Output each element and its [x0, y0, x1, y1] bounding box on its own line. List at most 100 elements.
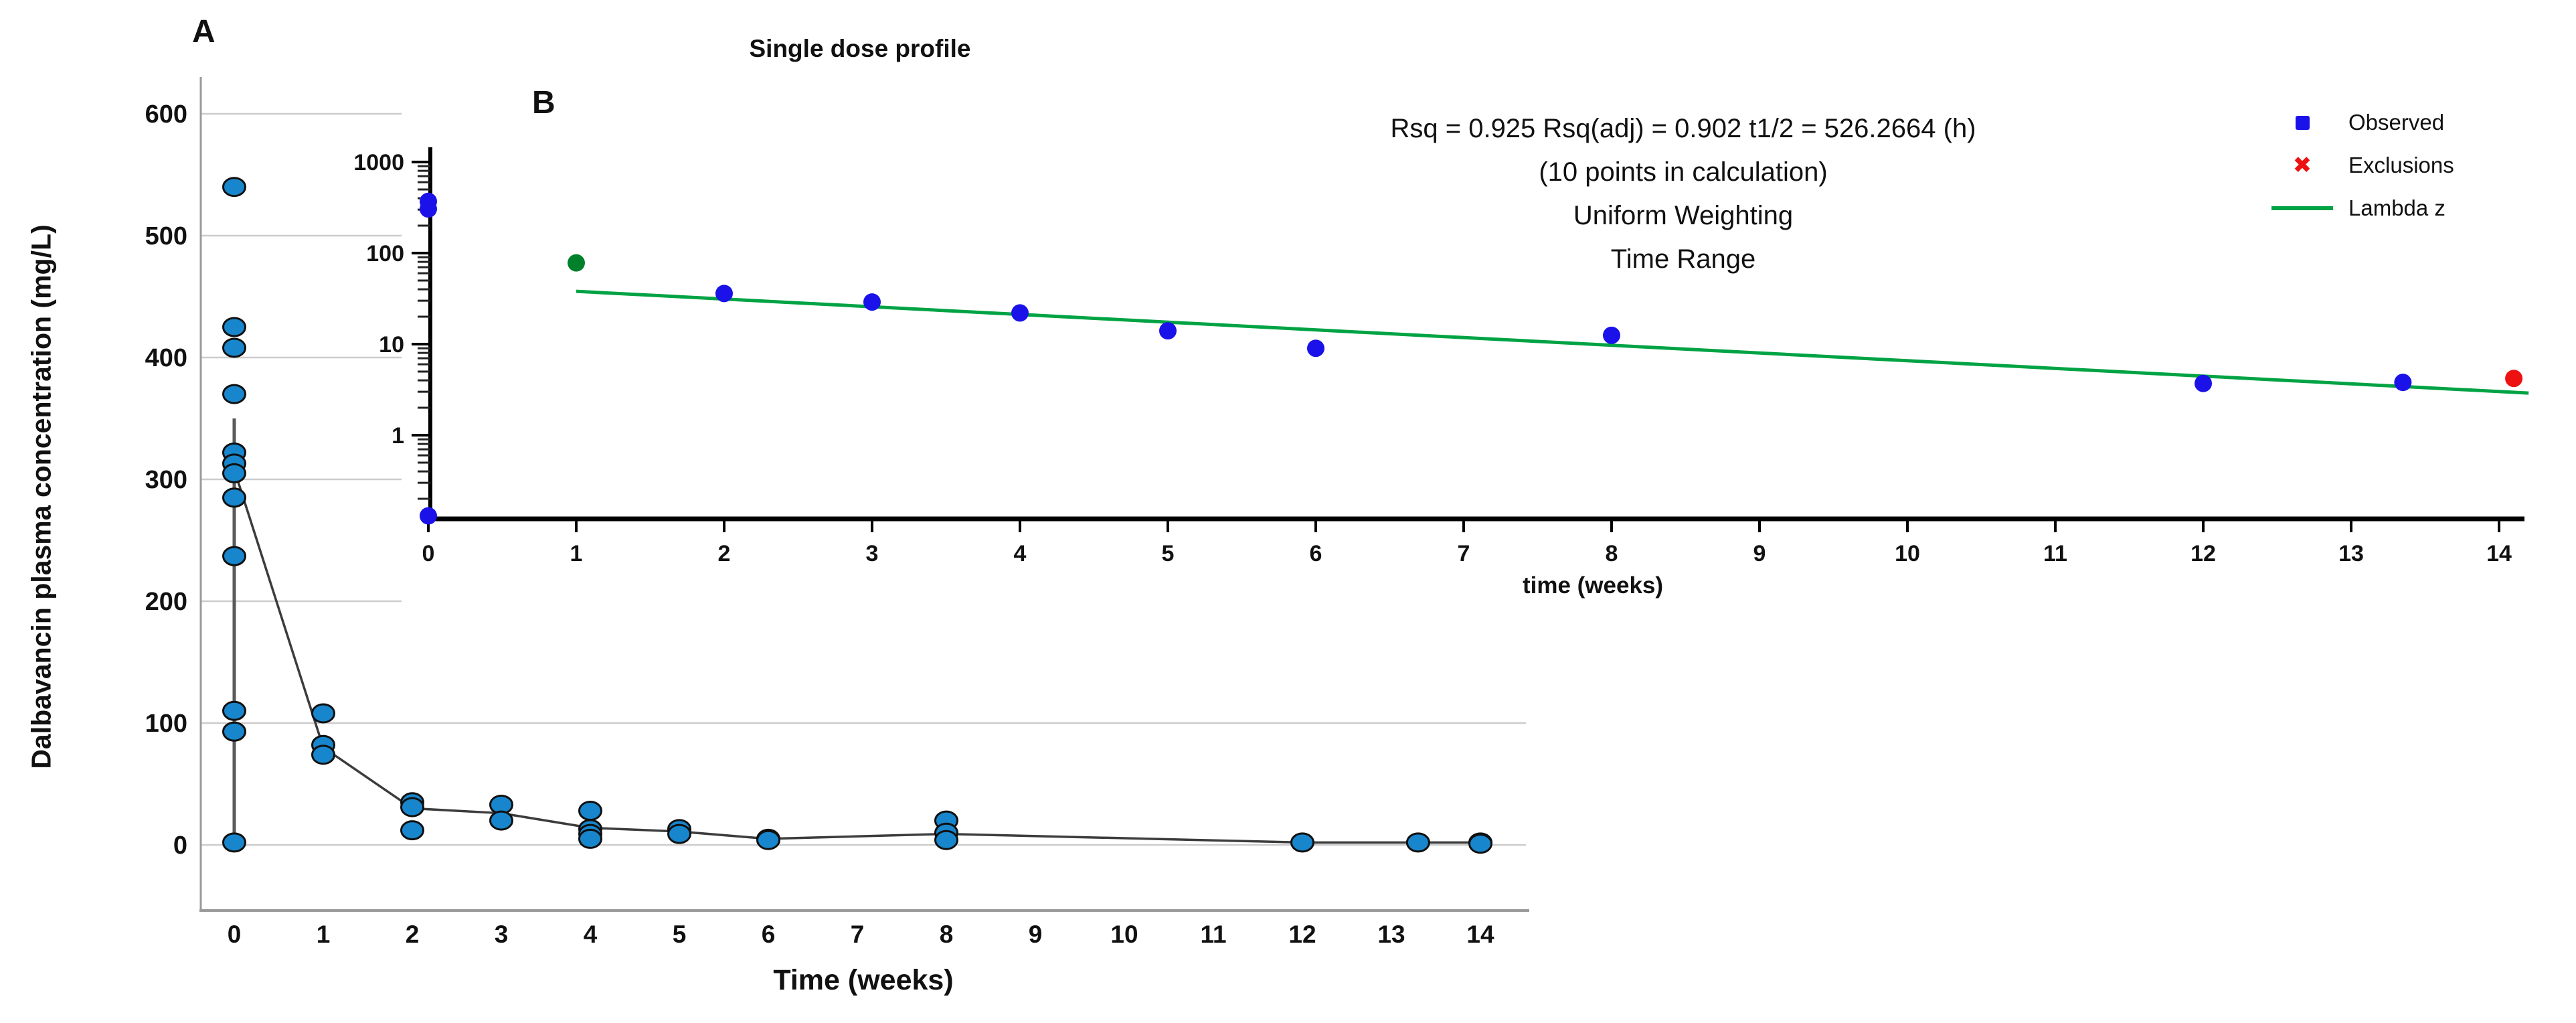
- svg-text:5: 5: [1162, 541, 1175, 566]
- observation-point: [222, 832, 246, 853]
- observation-point: [222, 337, 246, 358]
- observation-point: [222, 487, 246, 508]
- svg-text:2: 2: [406, 921, 420, 948]
- svg-text:2: 2: [718, 541, 731, 566]
- legend-item-observed: Observed: [2265, 101, 2454, 144]
- svg-text:6: 6: [1310, 541, 1322, 566]
- svg-text:4: 4: [1014, 541, 1027, 566]
- svg-text:1: 1: [392, 423, 404, 449]
- svg-text:10: 10: [1110, 921, 1138, 948]
- observation-point: [934, 830, 958, 850]
- svg-text:11: 11: [1200, 921, 1226, 948]
- panel-a-y-axis-title: Dalbavancin plasma concentration (mg/L): [25, 224, 57, 769]
- svg-text:100: 100: [145, 710, 187, 738]
- svg-text:500: 500: [145, 222, 187, 250]
- observation-point: [311, 744, 335, 765]
- legend: Observed ✖ Exclusions Lambda z: [2265, 101, 2454, 230]
- observation-point: [222, 177, 246, 198]
- svg-text:200: 200: [145, 588, 187, 616]
- panel-a-data-points: [222, 177, 1492, 854]
- observation-point: [578, 828, 602, 849]
- observed-point: [420, 200, 437, 218]
- svg-text:300: 300: [145, 466, 187, 494]
- svg-text:1: 1: [570, 541, 583, 566]
- panel-b-title: Single dose profile: [749, 35, 971, 62]
- observation-point: [222, 546, 246, 566]
- svg-text:600: 600: [145, 100, 187, 129]
- observed-point: [1159, 322, 1177, 340]
- observation-point: [1405, 832, 1430, 853]
- panel-b-label: B: [532, 85, 555, 121]
- observation-point: [222, 463, 246, 483]
- observed-point: [2195, 374, 2212, 392]
- svg-text:12: 12: [2191, 541, 2216, 566]
- svg-text:10: 10: [379, 332, 404, 358]
- observation-point: [1290, 832, 1314, 853]
- observed-point: [2394, 374, 2412, 392]
- svg-text:100: 100: [366, 241, 404, 266]
- observation-point: [222, 317, 246, 337]
- exclusions-point: [2505, 370, 2523, 388]
- exclusions-marker-icon: ✖: [2292, 152, 2312, 179]
- legend-label-lambda-z: Lambda z: [2348, 195, 2445, 220]
- panel-a-label: A: [192, 14, 216, 50]
- observed-point: [420, 507, 437, 525]
- observed-point: [863, 293, 881, 311]
- observation-point: [756, 830, 780, 850]
- regression-stats: Rsq = 0.925 Rsq(adj) = 0.902 t1/2 = 526.…: [1390, 107, 1976, 281]
- observation-point: [400, 797, 424, 817]
- svg-text:7: 7: [851, 921, 865, 948]
- observed-point: [1603, 326, 1620, 344]
- observation-point: [222, 721, 246, 742]
- observation-point: [489, 810, 513, 831]
- legend-item-exclusions: ✖ Exclusions: [2265, 144, 2454, 187]
- lambda-z-start-point: [568, 254, 585, 272]
- observation-point: [311, 703, 335, 724]
- svg-text:0: 0: [422, 541, 435, 566]
- svg-text:14: 14: [1466, 921, 1494, 948]
- svg-text:0: 0: [228, 921, 242, 948]
- legend-label-observed: Observed: [2348, 110, 2445, 135]
- legend-label-exclusions: Exclusions: [2348, 153, 2454, 177]
- panel-a-mean-line: [233, 469, 1480, 844]
- svg-text:12: 12: [1288, 921, 1316, 948]
- lambda-z-line-icon: [2265, 206, 2339, 210]
- observed-point: [1307, 339, 1324, 358]
- svg-text:10: 10: [1895, 541, 1920, 566]
- stats-line-timerange: Time Range: [1610, 244, 1756, 274]
- svg-text:400: 400: [145, 344, 187, 372]
- svg-text:6: 6: [762, 921, 776, 948]
- panel-b-x-axis-title: time (weeks): [1522, 572, 1664, 599]
- svg-text:11: 11: [2043, 541, 2067, 566]
- observed-marker-icon: [2265, 115, 2339, 130]
- panel-a-gridlines: [201, 112, 1526, 846]
- stats-line-weighting: Uniform Weighting: [1573, 201, 1794, 230]
- svg-text:14: 14: [2486, 541, 2512, 566]
- svg-text:9: 9: [1029, 921, 1043, 948]
- panel-b-data-points: [420, 192, 2523, 525]
- observation-point: [400, 820, 424, 841]
- svg-text:9: 9: [1753, 541, 1766, 566]
- observation-point: [222, 384, 246, 404]
- svg-text:4: 4: [584, 921, 598, 948]
- panel-a-x-axis-title: Time (weeks): [773, 964, 954, 996]
- svg-text:5: 5: [673, 921, 687, 948]
- svg-text:8: 8: [1606, 541, 1618, 566]
- svg-text:7: 7: [1458, 541, 1470, 566]
- stats-line-rsq: Rsq = 0.925 Rsq(adj) = 0.902 t1/2 = 526.…: [1390, 114, 1976, 143]
- svg-text:1000: 1000: [353, 150, 404, 175]
- observation-point: [578, 801, 602, 821]
- observed-point: [1011, 304, 1029, 322]
- svg-text:13: 13: [2338, 541, 2364, 566]
- legend-item-lambda-z: Lambda z: [2265, 187, 2454, 230]
- observation-point: [1468, 834, 1492, 854]
- observation-point: [667, 823, 691, 844]
- observation-point: [222, 700, 246, 721]
- panel-a-axes: [199, 77, 1529, 912]
- observed-point: [715, 285, 733, 303]
- svg-text:3: 3: [495, 921, 509, 948]
